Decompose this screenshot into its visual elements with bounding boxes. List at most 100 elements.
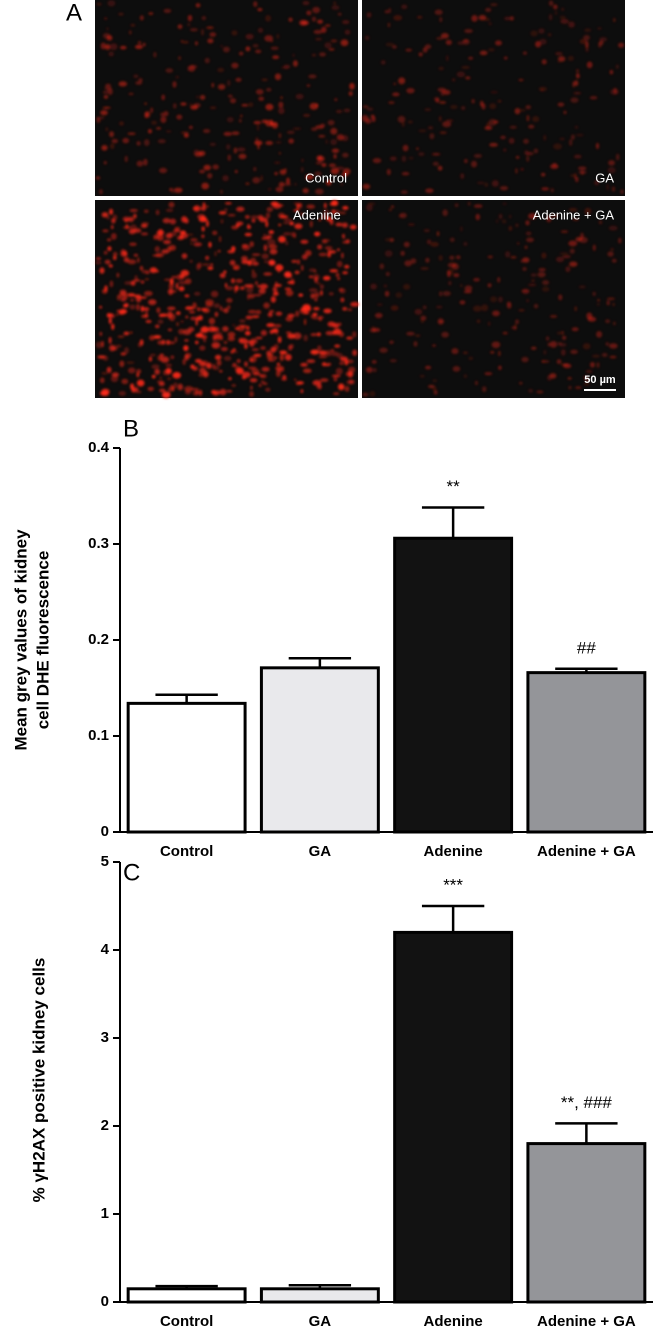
cell-speckle [377, 303, 383, 306]
cell-speckle [136, 141, 141, 146]
cell-speckle [277, 336, 282, 344]
cell-speckle [102, 229, 109, 233]
cell-speckle [426, 239, 432, 245]
cell-speckle [101, 340, 104, 348]
cell-speckle [261, 237, 271, 240]
cell-speckle [387, 22, 391, 28]
cell-speckle [552, 162, 557, 167]
cell-speckle [203, 164, 211, 171]
cell-speckle [193, 291, 201, 296]
cell-speckle [539, 38, 547, 45]
cell-speckle [306, 359, 316, 364]
cell-speckle [210, 263, 213, 266]
cell-speckle [463, 374, 468, 378]
cell-speckle [184, 218, 189, 224]
cell-speckle [439, 291, 443, 297]
cell-speckle [465, 76, 471, 80]
cell-speckle [530, 30, 538, 37]
cell-speckle [227, 214, 236, 217]
cell-speckle [195, 318, 198, 326]
cell-speckle [574, 80, 579, 87]
cell-speckle [514, 107, 521, 115]
cell-speckle [589, 96, 598, 100]
cell-speckle [261, 78, 268, 81]
cell-speckle [295, 93, 304, 100]
cell-speckle [312, 312, 318, 316]
cell-speckle [111, 225, 114, 230]
cell-speckle [314, 269, 317, 273]
cell-speckle [200, 326, 209, 333]
cell-speckle [418, 52, 423, 57]
cell-speckle [190, 242, 193, 246]
cell-speckle [213, 390, 221, 395]
cell-speckle [330, 349, 334, 352]
cell-speckle [241, 375, 247, 380]
cell-speckle [327, 119, 335, 126]
cell-speckle [328, 292, 334, 296]
cell-speckle [109, 264, 113, 268]
cell-speckle [498, 296, 503, 303]
cell-speckle [414, 308, 423, 315]
cell-speckle [187, 14, 193, 22]
cell-speckle [130, 280, 136, 286]
cell-speckle [308, 275, 314, 278]
cell-speckle [119, 309, 128, 314]
cell-speckle [111, 372, 120, 378]
cell-speckle [156, 307, 161, 314]
cell-speckle [386, 168, 391, 176]
cell-speckle [111, 323, 115, 330]
cell-speckle [165, 208, 174, 212]
cell-speckle [133, 74, 139, 78]
cell-speckle [269, 248, 278, 255]
cell-speckle [547, 33, 552, 37]
cell-speckle [463, 242, 468, 246]
cell-speckle [153, 51, 157, 58]
panel-label: B [123, 415, 139, 442]
cell-speckle [99, 305, 102, 309]
cell-speckle [249, 391, 254, 397]
cell-speckle [99, 331, 102, 336]
cell-speckle [223, 341, 228, 344]
cell-speckle [148, 299, 157, 306]
cell-speckle [311, 53, 317, 57]
cell-speckle [364, 35, 370, 41]
cell-speckle [333, 154, 337, 159]
cell-speckle [416, 16, 423, 19]
cell-speckle [404, 260, 412, 267]
cell-speckle [286, 130, 295, 134]
cell-speckle [147, 386, 155, 391]
cell-speckle [331, 209, 336, 215]
cell-speckle [525, 231, 532, 236]
cell-speckle [268, 230, 274, 235]
cell-speckle [220, 219, 224, 224]
cell-speckle [525, 105, 532, 110]
cell-speckle [406, 331, 415, 336]
cell-speckle [541, 59, 547, 65]
cell-speckle [583, 382, 590, 386]
cell-speckle [108, 51, 114, 57]
cell-speckle [292, 209, 300, 212]
cell-speckle [265, 103, 274, 111]
cell-speckle [522, 257, 530, 263]
cell-speckle [160, 116, 167, 124]
cell-speckle [157, 139, 166, 144]
cell-speckle [288, 138, 294, 144]
cell-speckle [303, 319, 307, 325]
cell-speckle [337, 248, 340, 252]
cell-speckle [438, 66, 444, 71]
cell-speckle [143, 290, 153, 297]
cell-speckle [563, 110, 567, 115]
cell-speckle [561, 330, 564, 335]
cell-speckle [148, 129, 152, 134]
cell-speckle [482, 386, 487, 393]
cell-speckle [314, 171, 322, 177]
cell-speckle [173, 103, 177, 109]
cell-speckle [317, 345, 322, 352]
cell-speckle [163, 110, 169, 117]
cell-speckle [526, 152, 534, 156]
cell-speckle [583, 375, 589, 380]
cell-speckle [263, 260, 269, 264]
cell-speckle [255, 136, 259, 144]
y-tick-label: 0.2 [88, 631, 109, 648]
cell-speckle [475, 380, 478, 386]
